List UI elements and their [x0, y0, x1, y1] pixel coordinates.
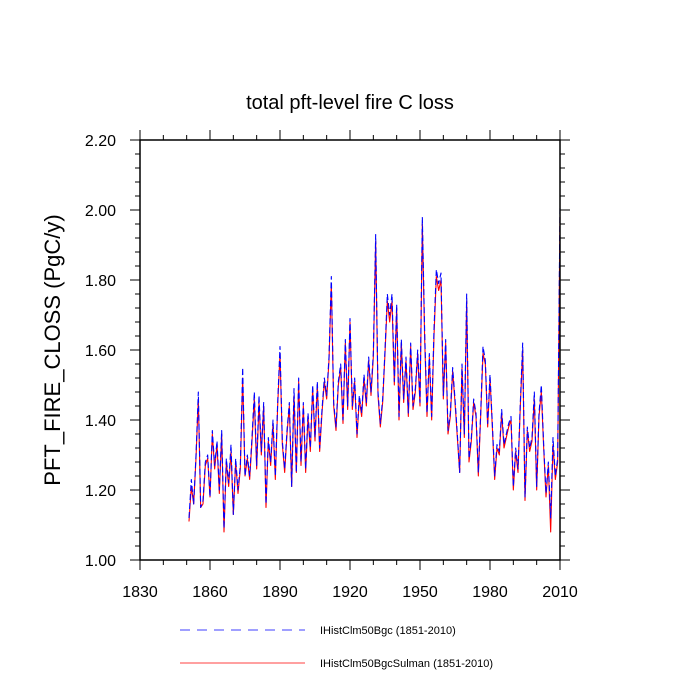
- y-tick-label: 1.20: [85, 483, 116, 500]
- x-tick-label: 1890: [262, 584, 298, 601]
- y-tick-label: 2.00: [85, 203, 116, 220]
- legend-label-ihistclm50bgcsulman: IHistClm50BgcSulman (1851-2010): [320, 658, 493, 670]
- y-tick-label: 2.20: [85, 133, 116, 150]
- x-tick-label: 1920: [332, 584, 368, 601]
- series-line-ihistclm50bgc: [188, 206, 561, 530]
- x-tick-label: 1950: [402, 584, 438, 601]
- y-tick-label: 1.40: [85, 413, 116, 430]
- y-tick-label: 1.60: [85, 343, 116, 360]
- chart-title: total pft-level fire C loss: [246, 92, 454, 114]
- legend: IHistClm50Bgc (1851-2010) IHistClm50BgcS…: [180, 625, 493, 670]
- y-tick-label: 1.00: [85, 553, 116, 570]
- x-tick-label: 1860: [192, 584, 228, 601]
- series-layer: [188, 206, 561, 533]
- series-line-ihistclm50bgcsulman: [188, 216, 561, 533]
- x-tick-label: 2010: [542, 584, 578, 601]
- legend-label-ihistclm50bgc: IHistClm50Bgc (1851-2010): [320, 625, 456, 637]
- x-tick-label: 1830: [122, 584, 158, 601]
- axes-layer: 1.00 1.20 1.40 1.60 1.80 2.00 2.20 1830 1860 1890…: [85, 130, 578, 601]
- y-tick-label: 1.80: [85, 273, 116, 290]
- x-tick-label: 1980: [472, 584, 508, 601]
- y-axis-label: PFT_FIRE_CLOSS (PgC/y): [40, 214, 65, 485]
